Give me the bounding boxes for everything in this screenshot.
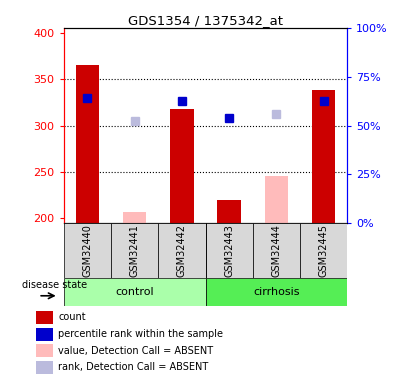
Text: GSM32444: GSM32444 xyxy=(271,224,282,277)
Bar xyxy=(265,176,288,223)
Bar xyxy=(253,223,300,278)
Bar xyxy=(206,278,347,306)
Bar xyxy=(123,212,146,223)
Text: count: count xyxy=(58,312,86,322)
Text: GSM32445: GSM32445 xyxy=(319,224,329,277)
Text: cirrhosis: cirrhosis xyxy=(253,286,300,297)
Bar xyxy=(36,328,53,341)
Bar xyxy=(36,344,53,357)
Text: control: control xyxy=(115,286,154,297)
Bar xyxy=(170,109,194,223)
Text: percentile rank within the sample: percentile rank within the sample xyxy=(58,329,223,339)
Text: GSM32441: GSM32441 xyxy=(129,224,140,277)
Bar xyxy=(64,223,111,278)
Bar xyxy=(217,200,241,223)
Bar xyxy=(76,65,99,223)
Text: GSM32440: GSM32440 xyxy=(82,224,92,277)
Bar xyxy=(312,90,335,223)
Bar xyxy=(36,310,53,324)
Bar xyxy=(36,361,53,374)
Bar xyxy=(300,223,347,278)
Bar xyxy=(206,223,253,278)
Text: GSM32443: GSM32443 xyxy=(224,224,234,277)
Text: GSM32442: GSM32442 xyxy=(177,224,187,277)
Text: rank, Detection Call = ABSENT: rank, Detection Call = ABSENT xyxy=(58,362,209,372)
Title: GDS1354 / 1375342_at: GDS1354 / 1375342_at xyxy=(128,14,283,27)
Bar xyxy=(158,223,206,278)
Text: disease state: disease state xyxy=(22,280,88,290)
Bar xyxy=(111,223,158,278)
Bar xyxy=(64,278,206,306)
Text: value, Detection Call = ABSENT: value, Detection Call = ABSENT xyxy=(58,346,213,356)
